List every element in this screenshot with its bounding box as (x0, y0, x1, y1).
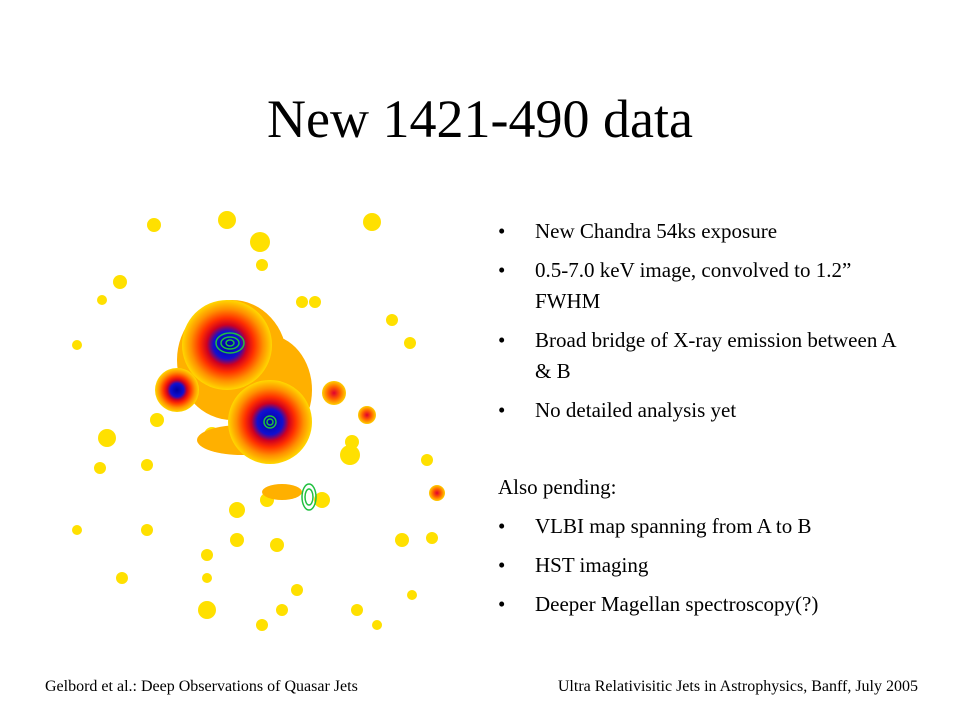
source-d (322, 381, 346, 405)
pending-heading: Also pending: (498, 475, 617, 499)
bullet: HST imaging (498, 550, 898, 581)
bullet: No detailed analysis yet (498, 395, 898, 426)
source-e (358, 406, 376, 424)
source-c (155, 368, 199, 412)
slide-title: New 1421-490 data (267, 89, 693, 149)
contours (215, 332, 317, 511)
bullet: 0.5-7.0 keV image, convolved to 1.2” FWH… (498, 255, 898, 317)
bullet-list: New Chandra 54ks exposure 0.5-7.0 keV im… (498, 216, 898, 434)
bullet: VLBI map spanning from A to B (498, 511, 898, 542)
xray-image (72, 211, 445, 631)
source-b (228, 380, 312, 464)
pending-list: VLBI map spanning from A to B HST imagin… (498, 511, 898, 628)
footer-right: Ultra Relativisitic Jets in Astrophysics… (557, 678, 918, 695)
source-f (429, 485, 445, 501)
bullet: New Chandra 54ks exposure (498, 216, 898, 247)
bullet: Broad bridge of X-ray emission between A… (498, 325, 898, 387)
bullet: Deeper Magellan spectroscopy(?) (498, 589, 898, 620)
footer-left: Gelbord et al.: Deep Observations of Qua… (45, 678, 358, 695)
